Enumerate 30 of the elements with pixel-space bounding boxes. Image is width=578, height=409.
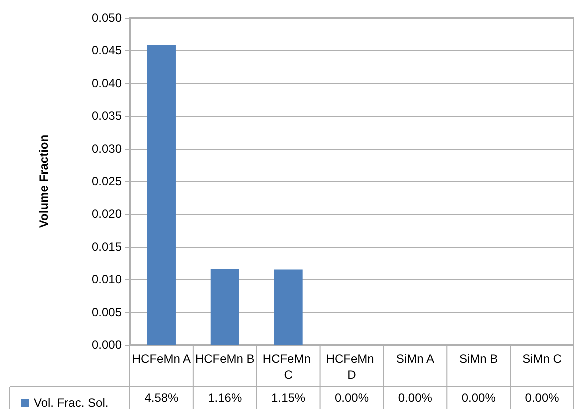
x-tick-label: HCFeMn B [195,352,255,366]
y-tick-label: 0.010 [92,272,122,287]
y-tick-label: 0.035 [92,109,122,124]
y-tick-label: 0.005 [92,305,122,320]
data-label: 1.16% [208,391,242,405]
y-tick-label: 0.000 [92,338,122,352]
x-tick-label: SiMn B [460,352,498,366]
y-tick-label: 0.045 [92,44,122,58]
y-tick-label: 0.030 [92,142,122,156]
x-tick-label: HCFeMn A [132,352,192,366]
data-label: 1.15% [272,391,306,405]
data-label: 0.00% [398,391,433,405]
x-tick-label: HCFeMn D [326,352,378,382]
legend-label: Vol. Frac. Sol. [34,396,109,409]
data-label: 4.58% [144,391,180,405]
y-tick-label: 0.015 [92,240,122,254]
y-tick-label: 0.025 [92,174,122,188]
y-axis-title: Volume Fraction [37,134,51,228]
x-tick-label: SiMn C [522,352,562,366]
x-tick-label: HCFeMn C [262,352,314,382]
bar [210,269,240,345]
y-tick-label: 0.020 [92,207,122,222]
data-label: 0.00% [334,391,370,405]
bar [147,45,176,345]
data-label: 0.00% [525,391,560,405]
data-label: 0.00% [462,391,496,405]
y-tick-label: 0.050 [92,11,122,25]
x-tick-label: SiMn A [396,352,434,366]
bar [274,270,303,345]
y-tick-label: 0.040 [92,76,122,90]
